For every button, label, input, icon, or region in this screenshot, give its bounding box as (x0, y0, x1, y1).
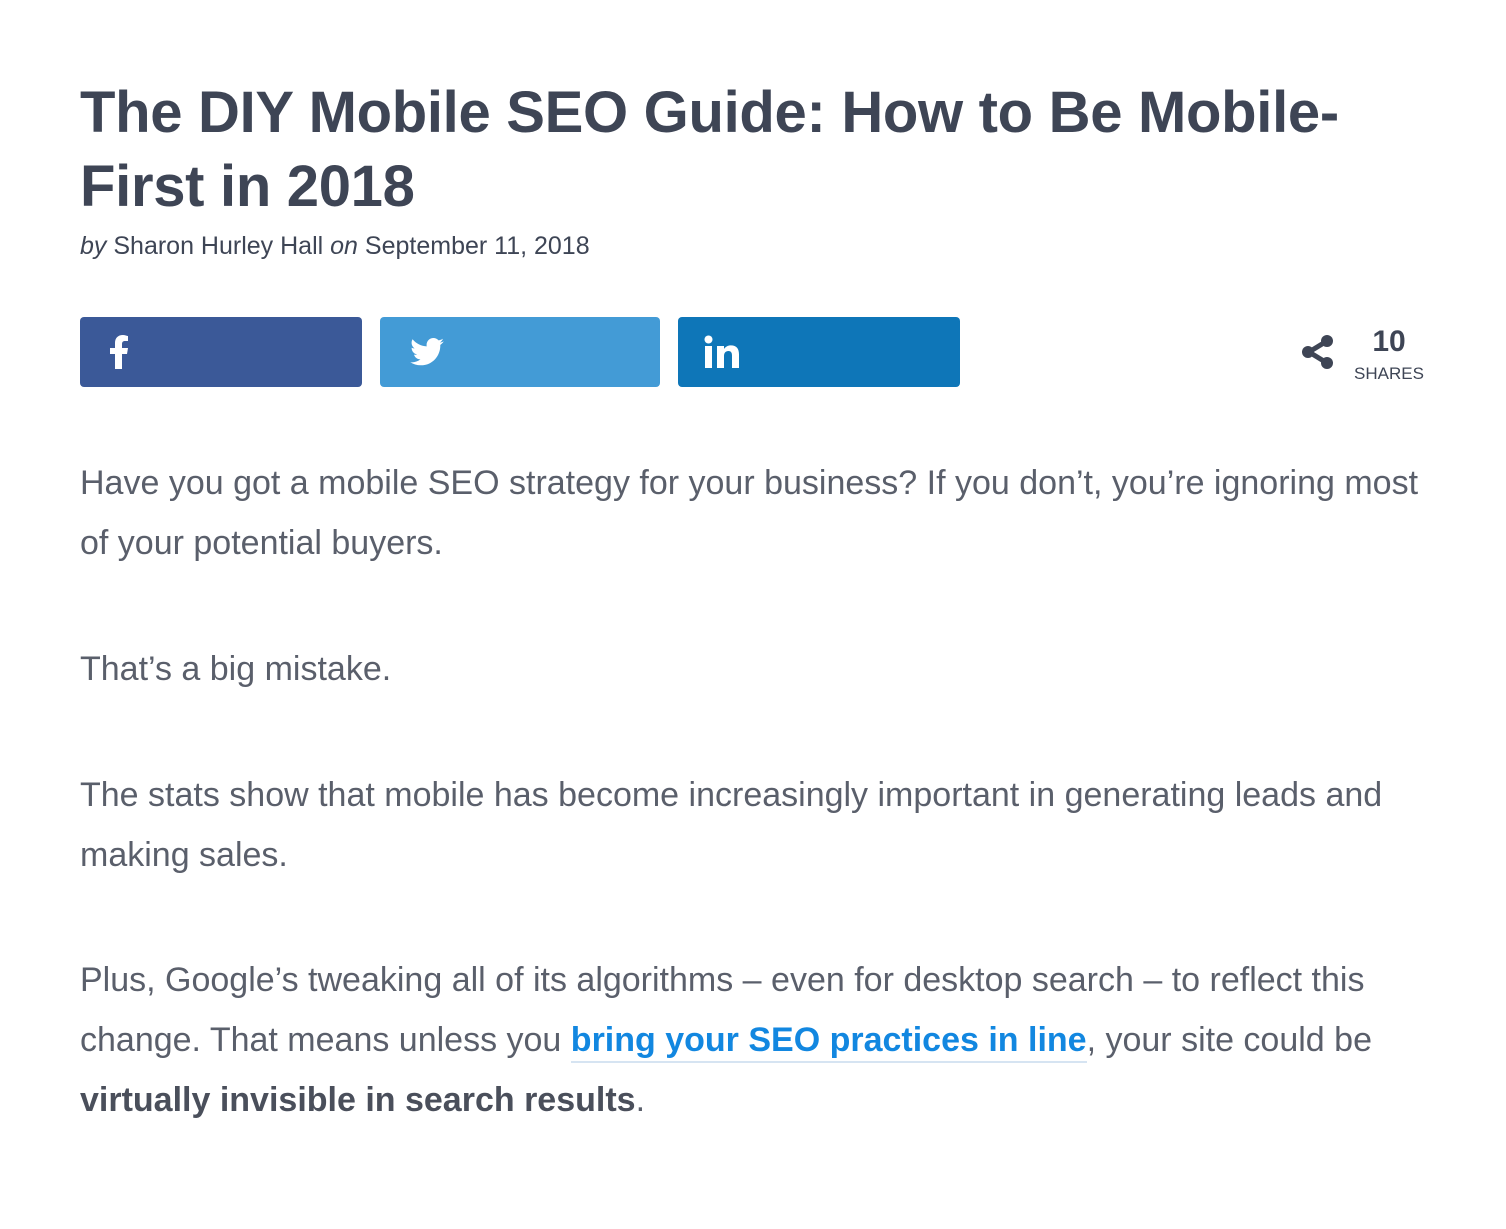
p4-text-after-link: , your site could be (1086, 1021, 1372, 1059)
share-icon (1300, 334, 1336, 375)
share-count: 10 SHARES (1300, 322, 1430, 388)
body-paragraph-1: Have you got a mobile SEO strategy for y… (80, 464, 1419, 562)
linkedin-share-button[interactable] (678, 317, 960, 387)
p4-bold-text: virtually invisible in search results (80, 1081, 636, 1119)
share-count-label: SHARES (1354, 364, 1424, 383)
facebook-icon (110, 335, 128, 369)
article-title: The DIY Mobile SEO Guide: How to Be Mobi… (80, 80, 1339, 219)
p4-text-before-link: Plus, Google’s tweaking all of its algor… (80, 961, 1365, 1059)
facebook-share-button[interactable] (80, 317, 362, 387)
byline-by-label: by (80, 232, 107, 260)
twitter-icon (410, 338, 444, 366)
p4-text-end: . (635, 1081, 646, 1119)
twitter-share-button[interactable] (380, 317, 660, 387)
article-byline: by Sharon Hurley Hall on September 11, 2… (80, 230, 590, 262)
body-paragraph-3: The stats show that mobile has become in… (80, 776, 1383, 874)
share-count-number: 10 (1372, 325, 1406, 358)
linkedin-icon (704, 335, 742, 369)
seo-practices-link[interactable]: bring your SEO practices in line (570, 1021, 1087, 1063)
body-paragraph-2: That’s a big mistake. (80, 650, 392, 688)
byline-author: Sharon Hurley Hall (113, 232, 324, 260)
byline-date: September 11, 2018 (364, 232, 590, 260)
byline-on-label: on (330, 232, 358, 260)
body-paragraph-4: Plus, Google’s tweaking all of its algor… (80, 950, 1420, 1130)
